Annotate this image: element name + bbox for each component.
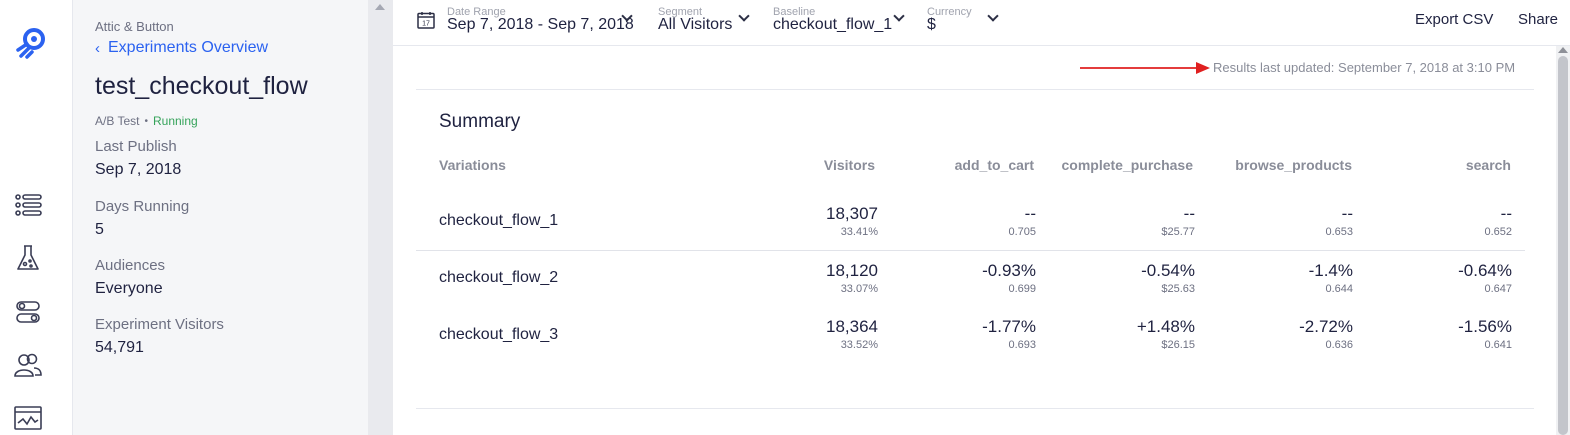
status-badge: Running (152, 114, 198, 128)
variation-name[interactable]: checkout_flow_3 (439, 326, 559, 343)
experiment-visitors-label: Experiment Visitors (95, 316, 224, 333)
metric-cell: -1.56% 0.641 (1458, 317, 1512, 351)
export-csv-button[interactable]: Export CSV (1415, 11, 1494, 28)
days-running-value: 5 (95, 221, 104, 238)
list-icon[interactable] (12, 189, 44, 221)
main-scrollbar[interactable] (1556, 46, 1570, 435)
currency-dropdown[interactable]: Currency $ (927, 0, 1007, 46)
variation-name[interactable]: checkout_flow_2 (439, 269, 559, 286)
column-header-variations: Variations (439, 157, 506, 173)
metric-cell: -0.93% 0.699 (982, 261, 1036, 295)
segment-value: All Visitors (658, 16, 733, 33)
metric-cell: -- 0.653 (1325, 204, 1353, 238)
sidebar-scrollbar[interactable] (368, 0, 393, 435)
visitors-cell: 18,364 33.52% (826, 317, 878, 351)
audiences-icon[interactable] (12, 349, 44, 381)
experiment-sidebar: Attic & Button ‹ Experiments Overview te… (73, 0, 368, 435)
reports-icon[interactable] (12, 401, 44, 433)
baseline-value: checkout_flow_1 (773, 16, 893, 33)
summary-title: Summary (439, 111, 521, 132)
project-name: Attic & Button (95, 19, 174, 34)
segment-dropdown[interactable]: Segment All Visitors (658, 0, 758, 46)
visitors-cell: 18,307 33.41% (826, 204, 878, 238)
experiment-visitors-value: 54,791 (95, 339, 144, 356)
metric-cell: -- 0.705 (1008, 204, 1036, 238)
scroll-up-icon[interactable] (1558, 47, 1568, 53)
column-header-visitors: Visitors (823, 157, 875, 173)
visitors-cell: 18,120 33.07% (826, 261, 878, 295)
divider (416, 89, 1534, 90)
audiences-value: Everyone (95, 280, 163, 297)
chevron-down-icon (893, 10, 905, 22)
divider (416, 408, 1534, 409)
segment-label: Segment (658, 6, 703, 18)
last-publish-value: Sep 7, 2018 (95, 161, 182, 178)
date-range-dropdown[interactable]: Date Range Sep 7, 2018 - Sep 7, 2018 (447, 0, 637, 46)
calendar-icon[interactable]: 17 (417, 11, 435, 29)
column-header-browse-products: browse_products (1235, 157, 1352, 173)
column-header-complete-purchase: complete_purchase (1061, 157, 1194, 173)
metric-cell: -1.4% 0.644 (1308, 261, 1353, 295)
currency-value: $ (927, 16, 936, 33)
scrollbar-thumb[interactable] (1558, 56, 1568, 435)
chevron-down-icon (987, 10, 999, 22)
days-running-label: Days Running (95, 198, 190, 215)
results-toolbar: 17 Date Range Sep 7, 2018 - Sep 7, 2018 … (393, 0, 1570, 46)
metric-cell: -- 0.652 (1484, 204, 1512, 238)
column-header-search: search (1465, 157, 1511, 173)
last-publish-label: Last Publish (95, 138, 177, 155)
metric-cell: -0.54% $25.63 (1141, 261, 1195, 295)
metric-cell: -2.72% 0.636 (1299, 317, 1353, 351)
rocket-logo-icon[interactable] (14, 24, 50, 60)
results-updated-text: Results last updated: September 7, 2018 … (1213, 60, 1516, 75)
metric-cell: +1.48% $26.15 (1136, 317, 1195, 351)
variation-name[interactable]: checkout_flow_1 (439, 212, 559, 229)
separator-dot: • (144, 115, 148, 127)
metric-cell: -- $25.77 (1161, 204, 1195, 238)
baseline-label: Baseline (773, 6, 816, 18)
flask-icon[interactable] (12, 242, 44, 274)
date-range-label: Date Range (447, 6, 506, 18)
toggles-icon[interactable] (12, 296, 44, 328)
baseline-dropdown[interactable]: Baseline checkout_flow_1 (773, 0, 908, 46)
experiment-title: test_checkout_flow (95, 72, 308, 100)
audiences-label: Audiences (95, 257, 166, 274)
annotation-arrow-icon (1080, 62, 1210, 74)
column-header-add-to-cart: add_to_cart (954, 157, 1034, 173)
back-link[interactable]: ‹ Experiments Overview (95, 39, 268, 57)
date-range-value: Sep 7, 2018 - Sep 7, 2018 (447, 16, 634, 33)
experiment-meta: A/B Test • Running (95, 114, 198, 128)
svg-text:17: 17 (422, 21, 430, 28)
share-button[interactable]: Share (1518, 11, 1559, 28)
experiment-type: A/B Test (95, 114, 140, 128)
icon-rail (0, 0, 73, 435)
currency-label: Currency (927, 6, 972, 18)
chevron-left-icon: ‹ (95, 39, 100, 57)
row-divider (416, 250, 1525, 251)
metric-cell: -1.77% 0.693 (982, 317, 1036, 351)
back-link-label: Experiments Overview (108, 39, 269, 56)
chevron-down-icon (738, 10, 750, 22)
metric-cell: -0.64% 0.647 (1458, 261, 1512, 295)
scroll-up-icon[interactable] (375, 4, 385, 10)
